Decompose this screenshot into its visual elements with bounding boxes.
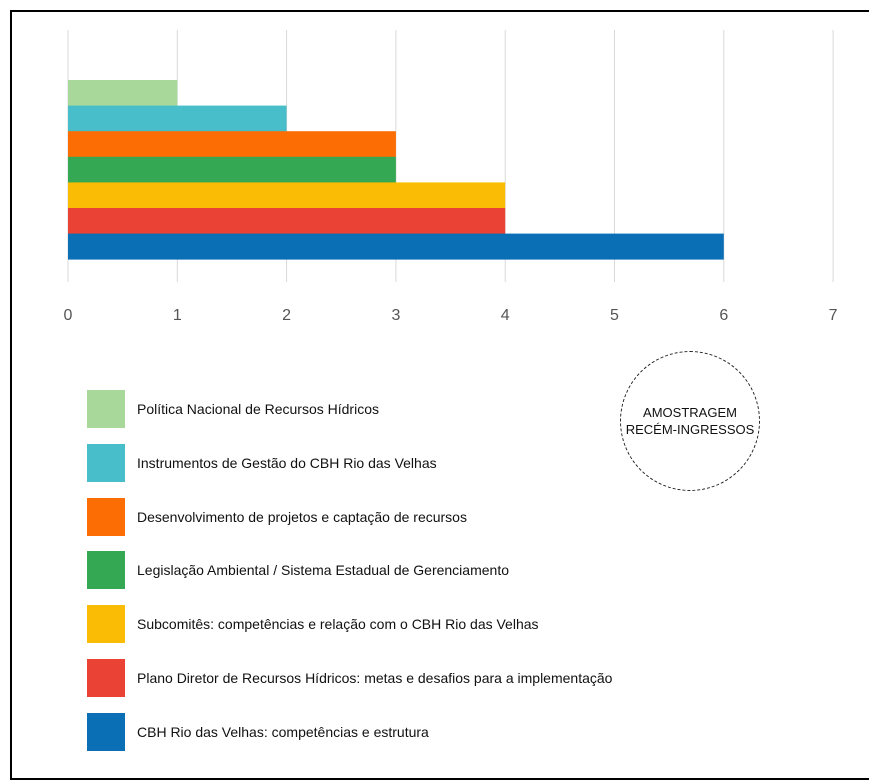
legend-label: Instrumentos de Gestão do CBH Rio das Ve… [137, 454, 437, 471]
x-tick-label: 3 [391, 307, 400, 324]
legend-label: Plano Diretor de Recursos Hídricos: meta… [137, 670, 613, 686]
legend-item: CBH Rio das Velhas: competências e estru… [87, 712, 787, 751]
legend-item: Plano Diretor de Recursos Hídricos: meta… [87, 659, 787, 697]
legend-swatch [87, 605, 125, 644]
x-tick-label: 2 [282, 307, 291, 324]
legend-label: Legislação Ambiental / Sistema Estadual … [137, 562, 509, 579]
x-tick-label: 0 [64, 307, 73, 324]
x-tick-label: 5 [610, 307, 619, 324]
bar [68, 208, 506, 234]
legend-swatch [87, 390, 125, 428]
legend-swatch [87, 712, 125, 751]
x-tick-label: 4 [501, 307, 510, 324]
legend-swatch [87, 443, 125, 482]
legend-item: Legislação Ambiental / Sistema Estadual … [87, 551, 787, 590]
bar [68, 131, 396, 158]
bar [68, 233, 724, 260]
legend-label: CBH Rio das Velhas: competências e estru… [137, 723, 429, 740]
x-tick-label: 6 [719, 307, 728, 324]
stamp-line-1: AMOSTRAGEM [643, 405, 737, 420]
bar-chart: 0 1 2 3 4 5 6 7 [64, 30, 838, 324]
bar [68, 80, 178, 106]
x-axis-ticks: 0 1 2 3 4 5 6 7 [64, 307, 838, 324]
legend-item: Instrumentos de Gestão do CBH Rio das Ve… [87, 443, 787, 482]
x-tick-label: 1 [173, 307, 182, 324]
bar [68, 156, 396, 183]
legend-label: Desenvolvimento de projetos e captação d… [137, 508, 467, 525]
x-tick-label: 7 [829, 307, 838, 324]
legend-item: Subcomitês: competências e relação com o… [87, 605, 787, 644]
sample-stamp: AMOSTRAGEM RECÉM-INGRESSOS [620, 351, 760, 491]
legend-swatch [87, 659, 125, 697]
legend-item: Desenvolvimento de projetos e captação d… [87, 497, 787, 536]
legend-swatch [87, 497, 125, 536]
legend-label: Subcomitês: competências e relação com o… [137, 616, 539, 633]
bars [68, 80, 724, 260]
stamp-line-2: RECÉM-INGRESSOS [625, 422, 755, 437]
legend-label: Política Nacional de Recursos Hídricos [137, 401, 379, 417]
legend-swatch [87, 551, 125, 590]
legend-item: Política Nacional de Recursos Hídricos [87, 390, 787, 428]
bar [68, 105, 287, 132]
bar [68, 182, 506, 209]
